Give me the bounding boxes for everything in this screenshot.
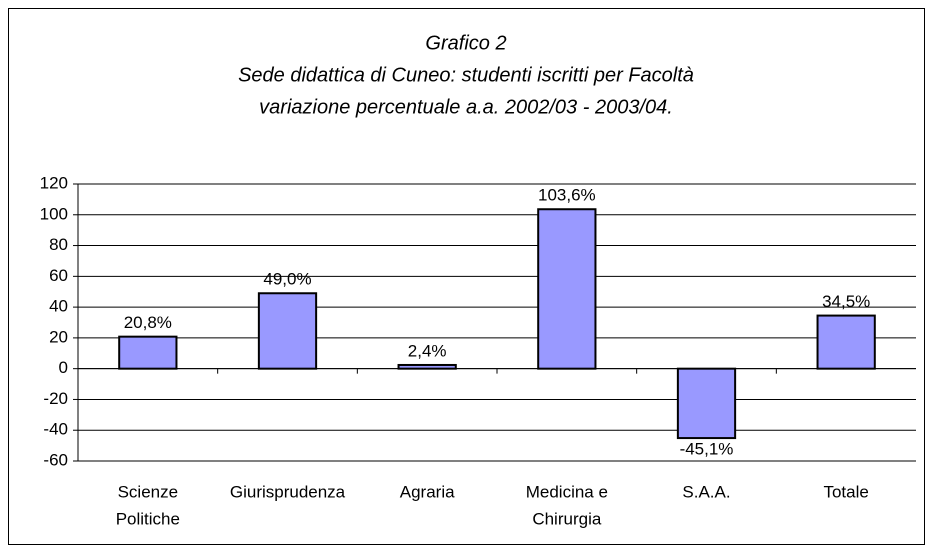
y-tick-label: 0 [59,358,68,377]
x-tick-label: Agraria [400,482,455,501]
x-tick-label: Scienze [118,482,178,501]
bar [257,292,318,370]
bar [118,335,178,370]
value-label: 34,5% [822,292,870,311]
bar [537,208,597,370]
value-label: 20,8% [124,313,172,332]
y-tick-label: 40 [49,297,68,316]
value-label: 103,6% [538,186,596,205]
y-tick-label: 20 [49,327,68,346]
bar [816,314,876,370]
y-tick-label: 80 [49,235,68,254]
y-tick-label: 100 [40,204,68,223]
y-tick-label: -60 [43,450,68,469]
value-label: 2,4% [408,341,447,360]
x-tick-label: Giurisprudenza [230,482,346,501]
chart-subtitle: Sede didattica di Cuneo: studenti iscrit… [238,64,694,86]
x-tick-label: Medicina e [526,482,608,501]
y-tick-label: 120 [40,173,68,192]
y-tick-label: -40 [43,420,68,439]
x-tick-label: S.A.A. [682,482,730,501]
x-tick-label: Chirurgia [532,509,602,528]
bar [397,363,457,370]
value-label: -45,1% [680,440,734,459]
y-tick-label: 60 [49,266,68,285]
y-tick-label: -20 [43,389,68,408]
x-tick-label: Politiche [116,509,180,528]
chart-title: Grafico 2 [425,32,506,54]
value-label: 49,0% [263,270,311,289]
chart-subtitle: variazione percentuale a.a. 2002/03 - 20… [259,96,673,118]
x-tick-label: Totale [823,482,868,501]
bar [676,367,737,440]
